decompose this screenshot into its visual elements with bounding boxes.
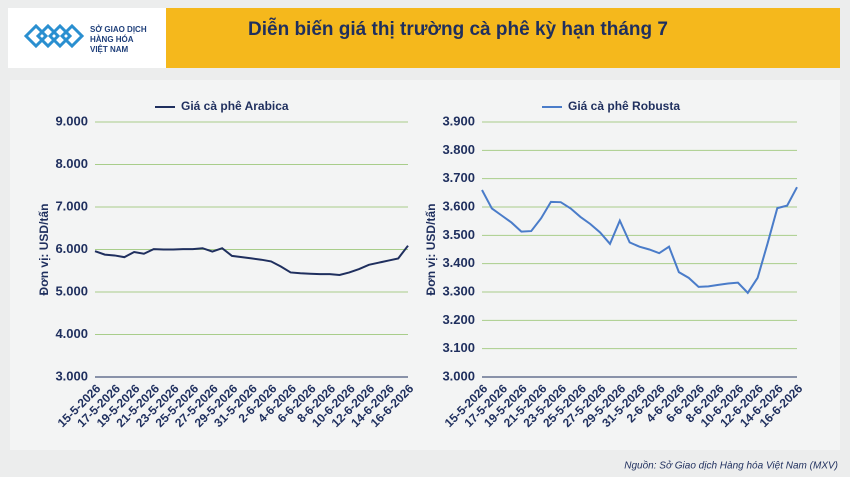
y-tick-label: 3.400 — [442, 255, 475, 270]
y-tick-label: 3.000 — [55, 368, 88, 383]
y-tick-label: 6.000 — [55, 241, 88, 256]
y-tick-label: 3.200 — [442, 312, 475, 327]
legend-label: Giá cà phê Arabica — [181, 99, 289, 113]
y-tick-label: 3.600 — [442, 198, 475, 213]
source: Nguồn: Sở Giao dịch Hàng hóa Việt Nam (M… — [624, 460, 838, 472]
y-tick-label: 3.100 — [442, 340, 475, 355]
y-tick-label: 3.300 — [442, 283, 475, 298]
panel — [10, 80, 840, 450]
y-tick-label: 3.800 — [442, 142, 475, 157]
y-axis-label: Đơn vị: USD/tấn — [37, 204, 51, 296]
series-line — [94, 245, 409, 277]
y-tick-label: 3.900 — [442, 113, 475, 128]
header-band — [160, 8, 840, 68]
y-tick-label: 3.700 — [442, 170, 475, 185]
logo-mark — [23, 23, 85, 49]
y-axis-label: Đơn vị: USD/tấn — [424, 204, 438, 296]
page-title: Diễn biến giá thị trường cà phê kỳ hạn t… — [248, 18, 668, 40]
logo-box — [8, 8, 166, 68]
y-tick-label: 4.000 — [55, 326, 88, 341]
y-tick-label: 3.500 — [442, 227, 475, 242]
logo-text: VIỆT NAM — [90, 45, 129, 54]
y-tick-label: 7.000 — [55, 198, 88, 213]
y-tick-label: 5.000 — [55, 283, 88, 298]
series-line — [481, 186, 798, 295]
y-tick-label: 3.000 — [442, 368, 475, 383]
legend-label: Giá cà phê Robusta — [568, 99, 680, 113]
y-tick-label: 9.000 — [55, 113, 88, 128]
logo-text: HÀNG HÓA — [90, 35, 134, 44]
logo-text: SỞ GIAO DỊCH — [90, 25, 147, 34]
y-tick-label: 8.000 — [55, 156, 88, 171]
